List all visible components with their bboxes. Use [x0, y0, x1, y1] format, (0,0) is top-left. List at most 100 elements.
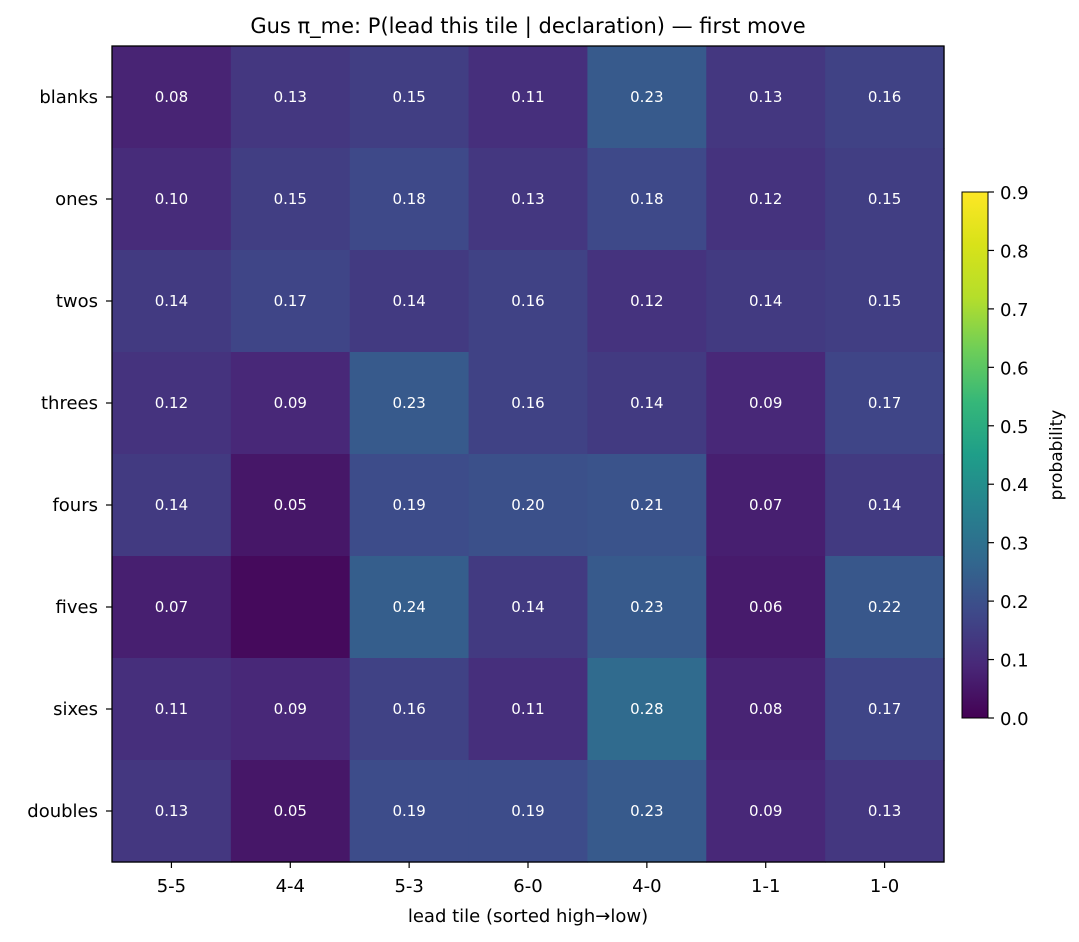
cell-value-label: 0.18 [630, 190, 663, 208]
heatmap-cell [587, 760, 707, 863]
y-tick-label: fours [52, 495, 98, 516]
cell-value-label: 0.17 [274, 292, 307, 310]
heatmap-cell [825, 658, 945, 761]
cell-value-label: 0.08 [749, 700, 782, 718]
heatmap-cell [349, 556, 470, 659]
y-tick-label: doubles [27, 801, 98, 822]
chart-title: Gus π_me: P(lead this tile | declaration… [250, 14, 805, 39]
cell-value-label: 0.15 [868, 292, 901, 310]
cell-value-label: 0.14 [392, 292, 425, 310]
colorbar-gradient [961, 191, 989, 719]
cell-value-label: 0.23 [630, 802, 663, 820]
cell-value-label: 0.09 [274, 700, 307, 718]
cell-value-label: 0.22 [868, 598, 901, 616]
heatmap-cell [825, 46, 945, 149]
cell-value-label: 0.23 [630, 598, 663, 616]
heatmap-cell [349, 250, 470, 353]
heatmap-cell [230, 556, 351, 659]
cell-value-label: 0.13 [749, 88, 782, 106]
colorbar-tick-label: 0.5 [1000, 417, 1029, 438]
colorbar-tick-label: 0.0 [1000, 709, 1029, 730]
heatmap-cell [230, 454, 351, 557]
cell-value-label: 0.15 [274, 190, 307, 208]
cell-value-label: 0.07 [155, 598, 188, 616]
cell-value-label: 0.14 [868, 496, 901, 514]
y-tick-label: sixes [53, 699, 98, 720]
heatmap-cell [230, 352, 351, 455]
cell-value-label: 0.28 [630, 700, 663, 718]
heatmap-cell [112, 454, 232, 557]
colorbar-ticks: 0.0 0.1 0.2 0.3 0.4 0.5 0.6 0.7 0.8 0.9 [988, 183, 1029, 730]
x-tick-label: 1-0 [870, 876, 899, 897]
heatmap-cell [468, 556, 589, 659]
cell-value-label: 0.13 [511, 190, 544, 208]
cell-value-label: 0.09 [749, 802, 782, 820]
heatmap-cell [349, 658, 470, 761]
colorbar-tick-label: 0.1 [1000, 651, 1029, 672]
y-tick-label: fives [56, 597, 98, 618]
cell-value-label: 0.19 [392, 802, 425, 820]
heatmap-cell [587, 250, 707, 353]
cell-value-label: 0.11 [155, 700, 188, 718]
cell-value-label: 0.23 [630, 88, 663, 106]
y-tick-label: ones [55, 189, 98, 210]
heatmap-cell [825, 760, 945, 863]
cell-value-label: 0.24 [392, 598, 425, 616]
heatmap-cell [468, 760, 589, 863]
cell-value-label: 0.13 [868, 802, 901, 820]
colorbar-tick-label: 0.6 [1000, 358, 1029, 379]
heatmap-cell [825, 556, 945, 659]
cell-value-label: 0.10 [155, 190, 188, 208]
heatmap-cell [230, 46, 351, 149]
colorbar-label: probability [1047, 410, 1067, 501]
cell-value-label: 0.11 [511, 88, 544, 106]
x-tick-label: 6-0 [513, 876, 542, 897]
y-tick-label: threes [41, 393, 98, 414]
cell-value-label: 0.05 [274, 802, 307, 820]
heatmap-cell [230, 250, 351, 353]
x-axis: 5-5 4-4 5-3 6-0 4-0 1-1 1-0 [157, 862, 899, 897]
heatmap-cell [587, 46, 707, 149]
heatmap-cell [112, 658, 232, 761]
heatmap-cell [112, 46, 232, 149]
cell-value-label: 0.07 [749, 496, 782, 514]
cell-value-label: 0.16 [511, 394, 544, 412]
cell-value-label: 0.14 [155, 496, 188, 514]
x-tick-label: 1-1 [751, 876, 780, 897]
heatmap-cell [230, 658, 351, 761]
heatmap-cell [349, 352, 470, 455]
cell-value-label: 0.18 [392, 190, 425, 208]
heatmap-cell [587, 148, 707, 251]
heatmap-cells [112, 46, 945, 863]
cell-value-label: 0.09 [749, 394, 782, 412]
heatmap-cell [587, 352, 707, 455]
heatmap-cell [468, 454, 589, 557]
x-tick-label: 4-4 [276, 876, 305, 897]
cell-value-label: 0.19 [511, 802, 544, 820]
heatmap-cell [825, 352, 945, 455]
x-tick-label: 4-0 [632, 876, 661, 897]
cell-value-label: 0.08 [155, 88, 188, 106]
heatmap-cell [825, 454, 945, 557]
x-axis-label: lead tile (sorted high→low) [408, 906, 648, 927]
cell-value-label: 0.15 [392, 88, 425, 106]
x-tick-label: 5-3 [394, 876, 423, 897]
cell-value-labels: 0.08 0.13 0.15 0.11 0.23 0.13 0.16 0.10 0.15 0.18… [155, 88, 902, 820]
heatmap-cell [112, 148, 232, 251]
cell-value-label: 0.19 [392, 496, 425, 514]
cell-value-label: 0.13 [155, 802, 188, 820]
cell-value-label: 0.20 [511, 496, 544, 514]
heatmap-cell [587, 556, 707, 659]
heatmap-cell [825, 148, 945, 251]
heatmap-cell [112, 556, 232, 659]
cell-value-label: 0.06 [749, 598, 782, 616]
heatmap-cell [349, 454, 470, 557]
colorbar-tick-label: 0.9 [1000, 183, 1029, 204]
cell-value-label: 0.09 [274, 394, 307, 412]
heatmap-cell [706, 250, 826, 353]
heatmap-cell [587, 454, 707, 557]
cell-value-label: 0.12 [630, 292, 663, 310]
heatmap-cell [825, 250, 945, 353]
heatmap-cell [349, 760, 470, 863]
